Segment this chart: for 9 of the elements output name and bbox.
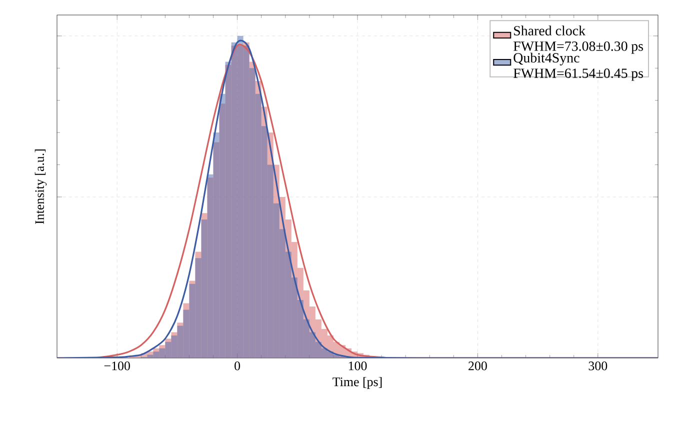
y-axis-title: Intensity [a.u.]	[34, 150, 47, 224]
x-tick-label: 200	[468, 362, 487, 370]
x-tick-label: 100	[348, 362, 367, 370]
x-tick-label: −100	[104, 362, 130, 370]
legend-label: Shared clock FWHM=73.08±0.30 ps	[514, 26, 643, 54]
x-tick-label: 300	[588, 362, 608, 370]
legend-label: Qubit4Sync FWHM=61.54±0.45 ps	[514, 52, 643, 81]
x-tick-label: 0	[234, 362, 240, 370]
x-axis-title: Time [ps]	[332, 377, 382, 389]
